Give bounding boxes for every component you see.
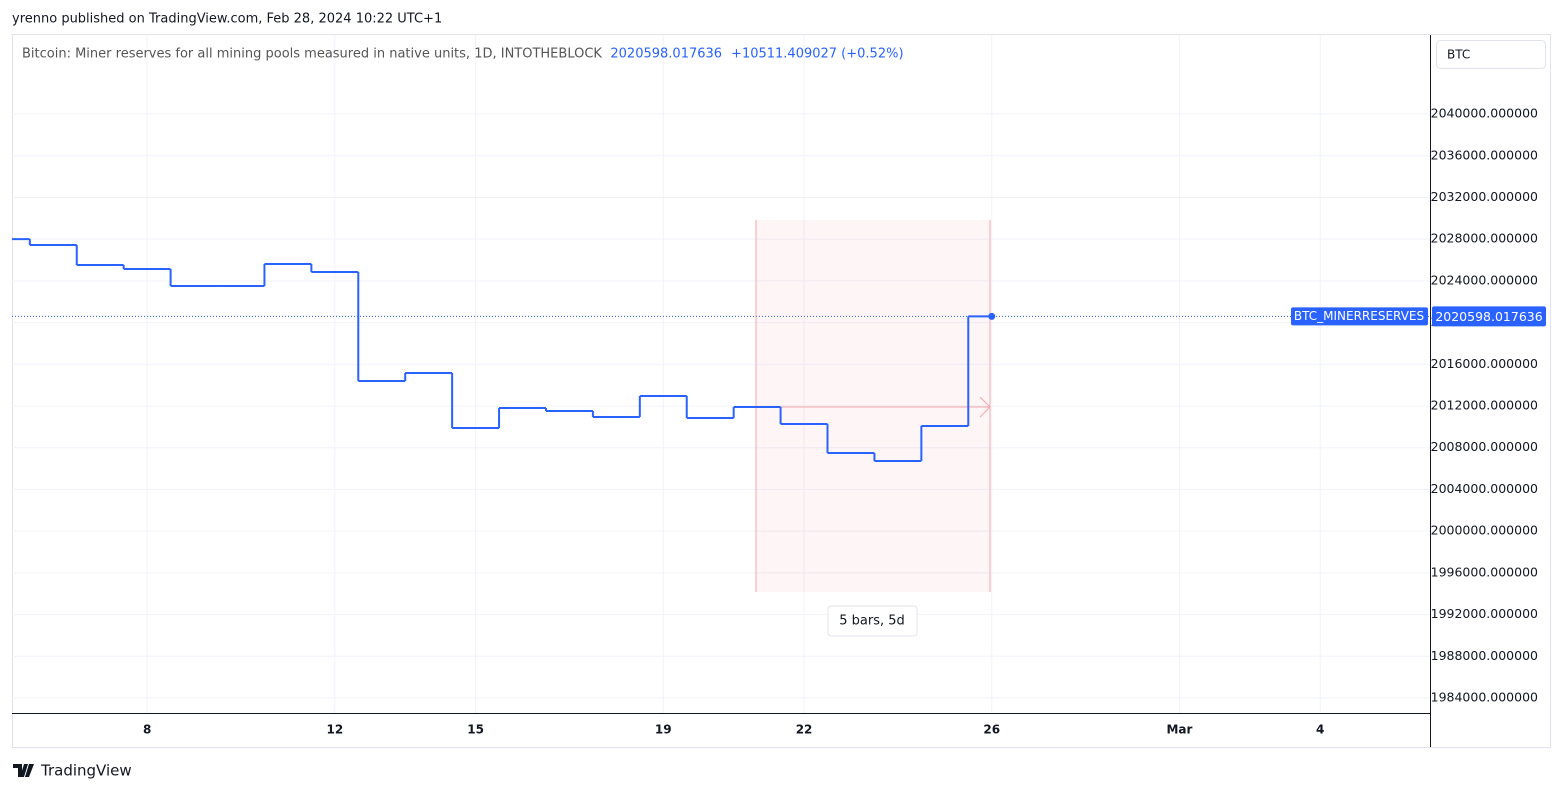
date-range-tool: 5 bars, 5d — [755, 220, 991, 637]
legend-value: 2020598.017636 — [610, 47, 722, 62]
currency[interactable]: BTC — [1447, 48, 1470, 62]
currency-box[interactable] — [1436, 40, 1546, 69]
x-tick-label: 8 — [143, 723, 151, 737]
y-tick-label: 2000000.000000 — [1431, 523, 1538, 538]
last-point — [988, 312, 996, 320]
x-tick-label: 26 — [983, 723, 1000, 737]
y-tick-label: 2028000.000000 — [1431, 231, 1538, 246]
x-tick-label: 15 — [467, 723, 484, 737]
y-tick-label: 2012000.000000 — [1431, 398, 1538, 413]
range-arrow-head — [979, 396, 991, 418]
legend-title: Bitcoin: Miner reserves for all mining p… — [22, 47, 602, 62]
range-label: 5 bars, 5d — [839, 614, 905, 629]
y-tick-label: 1992000.000000 — [1431, 606, 1538, 621]
brand: TradingView — [13, 762, 132, 780]
y-tick-label: 2024000.000000 — [1431, 272, 1538, 287]
y-tick-label: 1988000.000000 — [1431, 648, 1538, 663]
brand-text: TradingView — [40, 762, 132, 780]
y-tick-label: 2008000.000000 — [1431, 439, 1538, 454]
range-area — [756, 220, 990, 592]
series-tag: BTC_MINERRESERVES — [1294, 309, 1424, 323]
y-tick-label: 2004000.000000 — [1431, 481, 1538, 496]
chart-frame — [12, 34, 1551, 748]
brand-logo — [13, 764, 34, 777]
price-label-box — [1432, 306, 1546, 327]
y-tick-label: 2016000.000000 — [1431, 356, 1538, 371]
x-tick-label: 12 — [326, 723, 343, 737]
price-label: 2020598.017636 — [1435, 309, 1542, 324]
y-tick-label: 1996000.000000 — [1431, 564, 1538, 579]
x-tick-label: 4 — [1316, 723, 1324, 737]
y-tick-label: 2036000.000000 — [1431, 147, 1538, 162]
x-tick-label: 19 — [655, 723, 672, 737]
publish-line: yrenno published on TradingView.com, Feb… — [12, 12, 442, 27]
x-tick-label: Mar — [1166, 723, 1192, 737]
y-tick-label: 2040000.000000 — [1431, 106, 1538, 121]
legend-change: +10511.409027 (+0.52%) — [731, 47, 903, 62]
range-label-box — [827, 605, 918, 637]
y-tick-label: 1984000.000000 — [1431, 689, 1538, 704]
y-tick-label: 2032000.000000 — [1431, 189, 1538, 204]
series-tag-box — [1291, 307, 1428, 326]
x-tick-label: 22 — [796, 723, 813, 737]
